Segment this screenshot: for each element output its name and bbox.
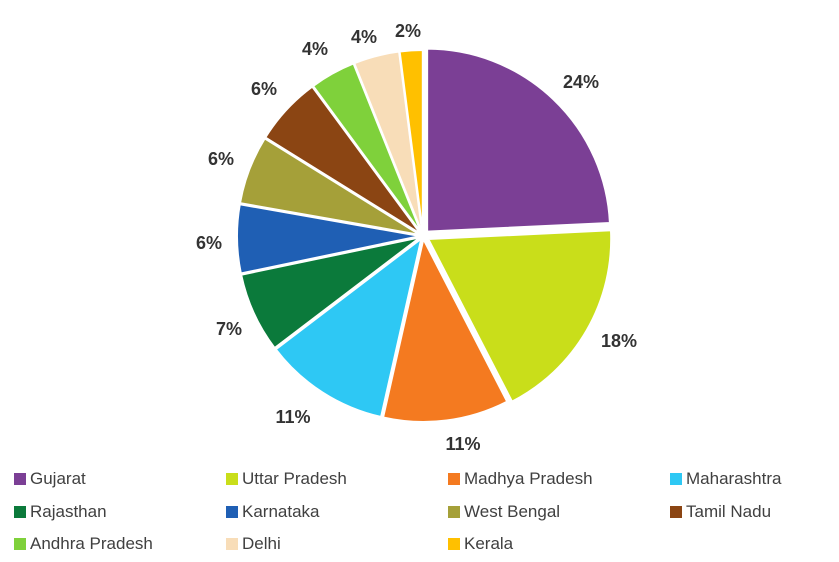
legend-label: Kerala [464,534,514,554]
legend-label: Andhra Pradesh [30,534,153,554]
data-label-andhra-pradesh: 4% [302,39,328,59]
legend-label: Uttar Pradesh [242,469,347,488]
legend-label: Rajasthan [30,501,107,521]
legend-swatch [226,538,238,551]
legend-item: Maharashtra [670,468,830,490]
legend-swatch [670,505,682,518]
data-label-rajasthan: 7% [216,319,242,339]
legend-label: Karnataka [242,501,320,521]
legend-item: West Bengal [448,501,670,523]
legend-swatch [226,473,238,485]
legend-item: Gujarat [14,468,226,490]
legend-label: Gujarat [30,469,86,488]
pie-slice-tamil-nadu [263,85,422,235]
legend-swatch [14,505,26,518]
pie-slice-west-bengal [238,137,421,236]
legend-item: Madhya Pradesh [448,468,670,490]
data-label-uttar-pradesh: 18% [601,331,637,351]
pie-slice-karnataka [236,203,421,275]
legend-item: Delhi [226,533,448,555]
data-label-maharashtra: 11% [275,407,310,427]
legend-item: Tamil Nadu [670,501,830,523]
pie-slice-kerala [398,49,424,234]
legend-swatch [14,473,26,485]
legend-swatch [448,505,460,518]
legend: Gujarat Uttar Pradesh Madhya Pradesh Mahara… [14,468,834,558]
legend-label: Delhi [242,534,281,554]
legend-swatch [14,538,26,551]
data-label-tamil-nadu: 6% [251,79,277,99]
legend-label: West Bengal [464,501,561,521]
legend-swatch [448,473,460,485]
legend-label: Tamil Nadu [686,501,772,521]
legend-swatch [670,473,682,485]
data-label-kerala: 2% [395,21,421,41]
legend-item: Rajasthan [14,501,226,523]
legend-label: Madhya Pradesh [464,469,593,488]
pie-slice-madhya-pradesh [381,236,509,423]
legend-item: Uttar Pradesh [226,468,448,490]
legend-item: Andhra Pradesh [14,533,226,555]
pie-slice-maharashtra [274,236,423,419]
data-label-gujarat: 24% [563,72,599,92]
legend-label: Maharashtra [686,469,782,488]
data-label-madhya-pradesh: 11% [445,434,480,454]
data-label-west-bengal: 6% [208,149,234,169]
data-label-karnataka: 6% [196,233,222,253]
pie-chart: 24% 18% 11% 11% 7% 6% 6% 6% 4% 4% 2% [196,21,637,454]
legend-item: Karnataka [226,501,448,523]
pie-slice-gujarat [426,47,611,233]
legend-swatch [226,505,238,518]
legend-item: Kerala [448,533,670,555]
data-label-delhi: 4% [351,27,377,47]
pie-slice-uttar-pradesh [426,229,613,404]
pie-slice-rajasthan [239,236,421,350]
legend-swatch [448,538,460,551]
